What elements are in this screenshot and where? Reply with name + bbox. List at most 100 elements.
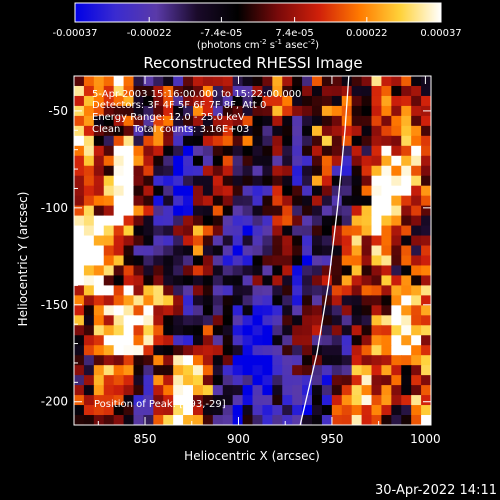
heatmap-cell — [252, 395, 264, 406]
heatmap-cell — [282, 395, 293, 406]
heatmap-cell — [262, 245, 273, 257]
heatmap-cell — [163, 305, 174, 316]
heatmap-cell — [123, 255, 135, 267]
heatmap-cell — [212, 105, 224, 117]
heatmap-cell — [381, 175, 392, 187]
heatmap-cell — [183, 315, 194, 326]
heatmap-cell — [411, 275, 422, 286]
heatmap-cell — [351, 95, 363, 107]
heatmap-cell — [222, 385, 234, 396]
heatmap-cell — [93, 195, 105, 207]
heatmap-cell — [252, 175, 264, 187]
heatmap-cell — [282, 145, 293, 157]
heatmap-cell — [242, 295, 254, 306]
heatmap-cell — [361, 195, 373, 207]
heatmap-cell — [292, 255, 303, 267]
heatmap-cell — [242, 415, 254, 425]
heatmap-cell — [401, 125, 412, 137]
heatmap-cell — [341, 115, 353, 127]
heatmap-cell — [83, 85, 95, 97]
heatmap-cell — [411, 415, 422, 425]
heatmap-cell — [212, 395, 224, 406]
heatmap-cell — [183, 265, 194, 277]
heatmap-cell — [222, 405, 234, 416]
heatmap-cell — [202, 265, 214, 277]
heatmap-cell — [212, 355, 224, 366]
heatmap-cell — [202, 95, 214, 107]
heatmap-cell — [292, 245, 303, 257]
heatmap-cell — [262, 195, 273, 207]
heatmap-cell — [381, 145, 392, 157]
heatmap-cell — [302, 395, 313, 406]
heatmap-cell — [232, 125, 244, 137]
heatmap-cell — [232, 415, 244, 425]
heatmap-cell — [302, 125, 313, 137]
heatmap-cell — [401, 76, 412, 87]
heatmap-cell — [391, 155, 402, 167]
heatmap-cell — [212, 305, 224, 316]
heatmap-cell — [232, 165, 244, 177]
heatmap-cell — [173, 345, 184, 356]
heatmap-cell — [232, 405, 244, 416]
heatmap-cell — [193, 355, 204, 366]
heatmap-cell — [83, 275, 95, 286]
heatmap-cell — [163, 105, 174, 117]
heatmap-cell — [93, 405, 105, 416]
heatmap-cell — [361, 335, 373, 346]
solar-limb-curve — [299, 76, 350, 425]
heatmap-cell — [421, 295, 431, 306]
heatmap-cell — [163, 215, 174, 227]
heatmap-cell — [262, 115, 273, 127]
heatmap-cell — [212, 205, 224, 217]
heatmap-cell — [202, 125, 214, 137]
heatmap-cell — [381, 405, 392, 416]
annotation-time-range: 5-Apr-2003 15:16:00.000 to 15:22:00.000 — [92, 89, 301, 100]
heatmap-cell — [282, 225, 293, 237]
heatmap-cell — [242, 325, 254, 336]
heatmap-cell — [242, 235, 254, 247]
heatmap-cell — [222, 195, 234, 207]
heatmap-cell — [242, 365, 254, 376]
heatmap-cell — [232, 375, 244, 386]
heatmap-cell — [143, 95, 154, 107]
heatmap-cell — [331, 325, 343, 336]
heatmap-cell — [341, 185, 353, 197]
heatmap-cell — [123, 215, 135, 227]
heatmap-cell — [411, 305, 422, 316]
heatmap-cell — [302, 295, 313, 306]
heatmap-cell — [371, 85, 383, 97]
heatmap-cell — [173, 245, 184, 257]
heatmap-cell — [173, 315, 184, 326]
heatmap-cell — [163, 385, 174, 396]
colorbar: -0.00037 -0.00022 -7.4e-05 7.4e-05 0.00022 0.… — [53, 2, 462, 51]
heatmap-cell — [272, 115, 283, 127]
heatmap-cell — [302, 76, 313, 87]
heatmap-cell — [93, 205, 105, 217]
heatmap-cell — [411, 375, 422, 386]
heatmap-cell — [371, 115, 383, 127]
heatmap-cell — [381, 335, 392, 346]
heatmap-cell — [93, 345, 105, 356]
heatmap-cell — [252, 76, 264, 87]
heatmap-cell — [351, 345, 363, 356]
heatmap-cell — [302, 285, 313, 296]
heatmap-cell — [302, 275, 313, 286]
heatmap-cell — [103, 285, 115, 296]
heatmap-cell — [361, 225, 373, 237]
heatmap-cell — [302, 95, 313, 107]
heatmap-cell — [83, 325, 95, 336]
heatmap-cell — [421, 95, 431, 107]
heatmap-cell — [113, 315, 125, 326]
heatmap-cell — [331, 315, 343, 326]
heatmap-cell — [302, 365, 313, 376]
heatmap-cell — [74, 275, 85, 286]
heatmap-cell — [381, 315, 392, 326]
heatmap-cell — [222, 125, 234, 137]
heatmap-cell — [371, 265, 383, 277]
heatmap-cell — [272, 105, 283, 117]
heatmap-cell — [401, 195, 412, 207]
heatmap-cell — [381, 345, 392, 356]
heatmap-cell — [252, 95, 264, 107]
heatmap-cell — [133, 395, 145, 406]
heatmap-cell — [232, 95, 244, 107]
